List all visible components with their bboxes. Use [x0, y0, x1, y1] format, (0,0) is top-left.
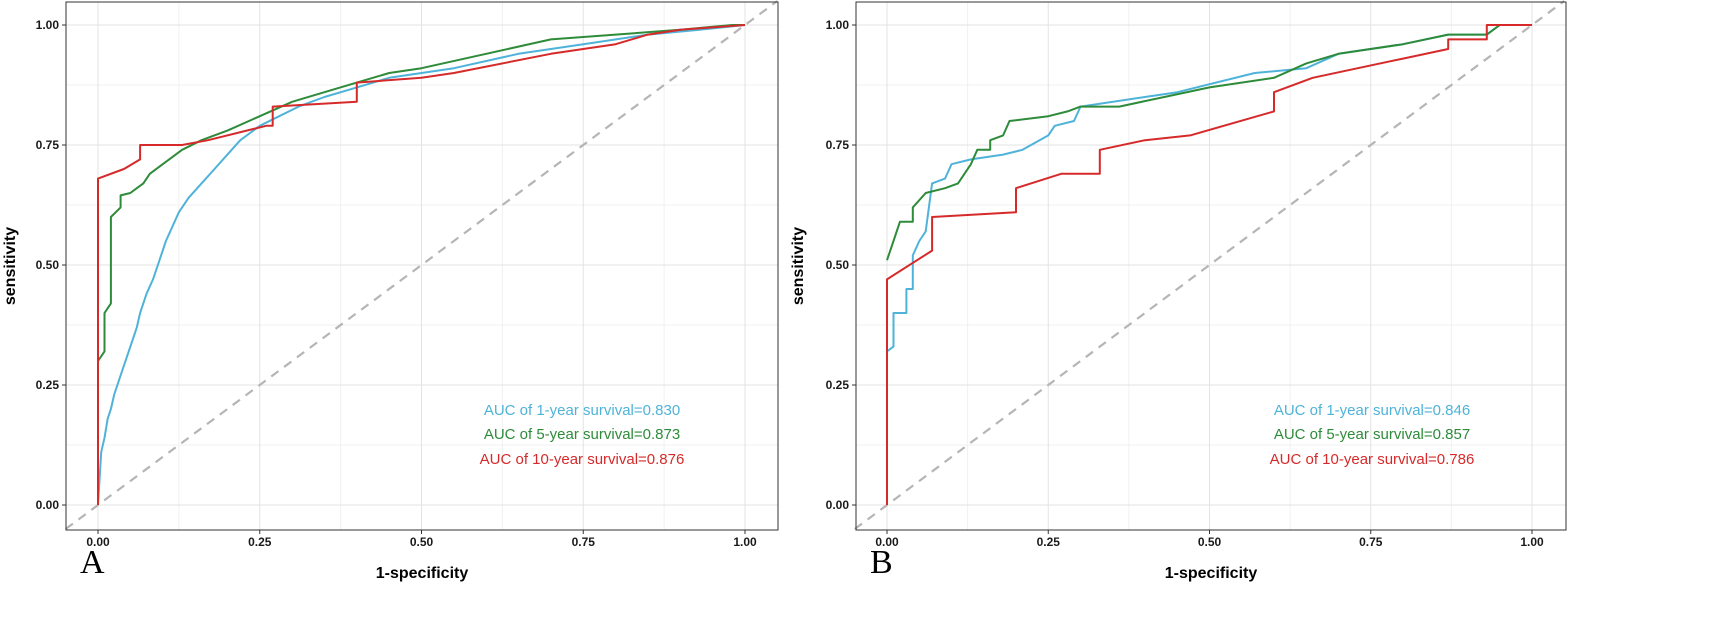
- roc-curve-5-year: [886, 24, 1532, 261]
- x-tick-label: 0.00: [875, 535, 899, 549]
- y-tick-label: 0.00: [826, 498, 850, 512]
- panel-border: [855, 1, 1567, 531]
- x-tick-label: 0.25: [248, 535, 272, 549]
- auc-annotation-10-year: AUC of 10-year survival=0.786: [1270, 451, 1475, 468]
- roc-curve-10-year: [886, 24, 1532, 505]
- y-tick-label: 0.50: [826, 258, 850, 272]
- x-tick-label: 0.75: [572, 535, 596, 549]
- panel-label: A: [80, 544, 105, 581]
- x-axis-label: 1-specificity: [376, 565, 469, 582]
- reference-diagonal: [64, 0, 779, 530]
- auc-annotation-1-year: AUC of 1-year survival=0.830: [484, 402, 680, 419]
- panel-border: [65, 1, 779, 531]
- roc-curve-1-year: [97, 24, 746, 506]
- x-tick-label: 0.75: [1359, 535, 1383, 549]
- x-tick-label: 0.50: [410, 535, 434, 549]
- roc-panel-b: 0.00 0.25 0.50 0.75 1.00 0.00 0.25 0.50 0.75 1.00…: [790, 0, 1567, 582]
- y-tick-label: 0.75: [36, 138, 60, 152]
- reference-diagonal: [854, 0, 1565, 530]
- y-tick-label: 0.25: [36, 378, 60, 392]
- x-tick-label: 0.50: [1198, 535, 1222, 549]
- y-tick-label: 0.00: [36, 498, 60, 512]
- x-tick-label: 1.00: [1520, 535, 1544, 549]
- y-tick-label: 0.25: [826, 378, 850, 392]
- y-tick-label: 0.50: [36, 258, 60, 272]
- y-tick-label: 1.00: [826, 18, 850, 32]
- y-tick-label: 1.00: [36, 18, 60, 32]
- x-tick-label: 0.25: [1037, 535, 1061, 549]
- roc-curve-5-year: [97, 24, 745, 362]
- x-tick-label: 1.00: [733, 535, 757, 549]
- auc-annotation-5-year: AUC of 5-year survival=0.857: [1274, 426, 1470, 443]
- roc-panel-a: 0.00 0.25 0.50 0.75 1.00 0.00 0.25 0.50 0.75 1.00…: [2, 0, 779, 582]
- auc-annotation-10-year: AUC of 10-year survival=0.876: [480, 451, 685, 468]
- roc-curve-10-year: [97, 24, 746, 505]
- plot-area: [856, 2, 1566, 530]
- auc-annotation-1-year: AUC of 1-year survival=0.846: [1274, 402, 1470, 419]
- x-axis-label: 1-specificity: [1165, 565, 1258, 582]
- y-tick-label: 0.75: [826, 138, 850, 152]
- auc-annotation-5-year: AUC of 5-year survival=0.873: [484, 426, 680, 443]
- x-tick-label: 0.00: [86, 535, 110, 549]
- y-axis-label: sensitivity: [790, 227, 807, 305]
- panel-label: B: [870, 544, 893, 581]
- y-axis-label: sensitivity: [2, 227, 19, 305]
